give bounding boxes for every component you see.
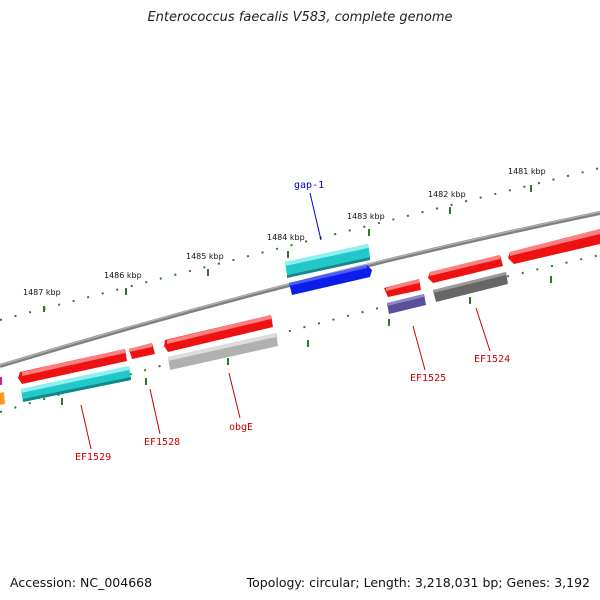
- gene-red-obge-upper[interactable]: [164, 315, 273, 352]
- gene-left-orange[interactable]: [0, 392, 5, 405]
- gene-red-ef1528[interactable]: [129, 343, 155, 359]
- genome-summary-text: Topology: circular; Length: 3,218,031 bp…: [246, 575, 590, 590]
- gene-label-gap1[interactable]: gap-1: [294, 180, 324, 191]
- axis-label-1482: 1482 kbp: [428, 190, 466, 199]
- accession-text: Accession: NC_004668: [10, 575, 153, 590]
- inner-tick-track: [0, 254, 600, 413]
- axis-labels: 1481 kbp 1482 kbp 1483 kbp 1484 kbp 1485…: [23, 167, 546, 297]
- leader-gap1: [309, 192, 322, 241]
- gene-obge-lightgray[interactable]: [168, 333, 278, 370]
- gene-red-ef1529-upper[interactable]: [18, 349, 127, 384]
- gene-label-ef1529[interactable]: EF1529: [75, 452, 111, 463]
- gene-gap1-blue[interactable]: [289, 265, 372, 295]
- genes-reverse-strand: [0, 265, 508, 405]
- label-leader-lines: [80, 192, 491, 450]
- map-title: Enterococcus faecalis V583, complete gen…: [147, 10, 453, 25]
- gene-left-magenta[interactable]: [0, 377, 2, 385]
- major-ticks-outer: [43, 185, 532, 312]
- gene-ef1529-cyan[interactable]: [21, 366, 131, 402]
- leader-ef1524: [475, 307, 491, 352]
- gene-label-ef1524[interactable]: EF1524: [474, 354, 510, 365]
- axis-label-1485: 1485 kbp: [186, 252, 224, 261]
- axis-label-1487: 1487 kbp: [23, 288, 61, 297]
- axis-label-1481: 1481 kbp: [508, 167, 546, 176]
- gene-right-red[interactable]: [508, 229, 600, 264]
- gene-ef1525-indigo[interactable]: [387, 294, 426, 314]
- gene-gap1-cyan[interactable]: [285, 244, 370, 278]
- genes-forward-strand: [18, 229, 600, 384]
- leader-ef1525: [412, 325, 426, 371]
- gene-ef1524-gray[interactable]: [433, 272, 508, 302]
- major-ticks-inner: [61, 276, 552, 405]
- gene-label-ef1525[interactable]: EF1525: [410, 373, 446, 384]
- leader-ef1529: [80, 404, 92, 450]
- axis-label-1483: 1483 kbp: [347, 212, 385, 221]
- gene-red-ef1525-upper[interactable]: [384, 279, 421, 297]
- axis-label-1484: 1484 kbp: [267, 233, 305, 242]
- gene-label-obge[interactable]: obgE: [229, 422, 253, 433]
- axis-label-1486: 1486 kbp: [104, 271, 142, 280]
- leader-obge: [228, 372, 241, 419]
- gene-label-ef1528[interactable]: EF1528: [144, 437, 180, 448]
- leader-ef1528: [149, 388, 161, 435]
- gene-red-ef1524-upper[interactable]: [428, 255, 503, 283]
- gene-labels: gap-1 EF1525 EF1524 obgE EF1528 EF1529: [75, 180, 510, 463]
